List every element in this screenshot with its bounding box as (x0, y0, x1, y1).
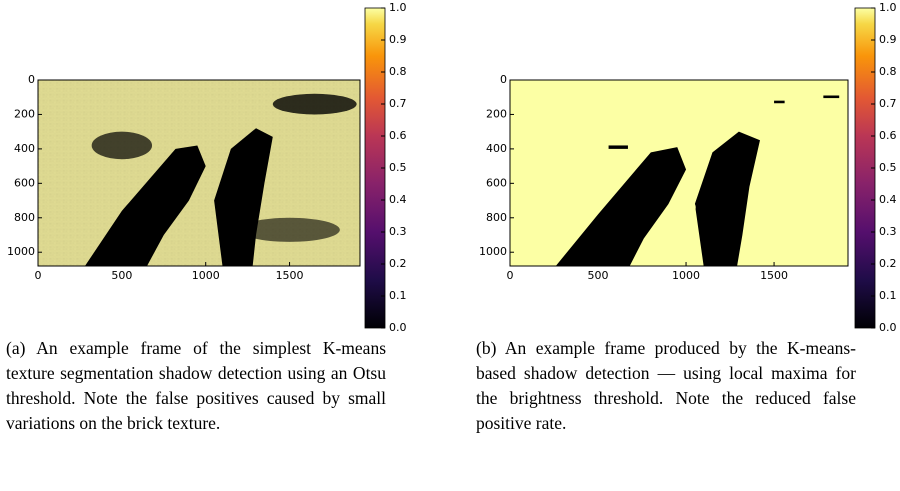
x-tick-label: 1500 (760, 269, 788, 282)
x-tick-label: 500 (588, 269, 609, 282)
y-tick-label: 600 (14, 176, 35, 189)
colorbar-tick-label: 0.1 (879, 289, 897, 302)
colorbar-tick-label: 0.4 (389, 193, 407, 206)
colorbar-tick-label: 0.6 (389, 129, 407, 142)
colorbar-tick-label: 0.6 (879, 129, 897, 142)
colorbar-tick-label: 0.1 (389, 289, 407, 302)
image-a (38, 80, 360, 266)
colorbar-tick-label: 0.5 (879, 161, 897, 174)
colorbar-tick-label: 0.0 (879, 321, 897, 334)
y-tick-label: 400 (486, 142, 507, 155)
colorbar-tick-label: 0.0 (389, 321, 407, 334)
y-tick-label: 600 (486, 176, 507, 189)
image-frame (37, 79, 361, 267)
colorbar-tick-label: 1.0 (389, 1, 407, 14)
colorbar-tick-label: 0.8 (879, 65, 897, 78)
y-tick-label: 800 (486, 211, 507, 224)
x-tick-label: 0 (35, 269, 42, 282)
colorbar-tick-label: 0.8 (389, 65, 407, 78)
x-tick-label: 0 (507, 269, 514, 282)
y-tick-label: 800 (14, 211, 35, 224)
colorbar-tick-label: 0.3 (879, 225, 897, 238)
colorbar-tick-label: 1.0 (879, 1, 897, 14)
x-tick-label: 1000 (192, 269, 220, 282)
y-tick-label: 0 (500, 73, 507, 86)
x-tick-label: 1000 (672, 269, 700, 282)
colorbar-tick-label: 0.4 (879, 193, 897, 206)
image-frame (509, 79, 849, 267)
y-tick-label: 400 (14, 142, 35, 155)
y-tick-label: 200 (486, 107, 507, 120)
caption: (b) An example frame produced by the K-m… (476, 338, 856, 433)
x-tick-label: 1500 (276, 269, 304, 282)
y-tick-label: 0 (28, 73, 35, 86)
y-tick-label: 1000 (7, 245, 35, 258)
caption: (a) An example frame of the simplest K-m… (6, 338, 386, 433)
colorbar-tick-label: 0.2 (389, 257, 407, 270)
colorbar-tick-label: 0.9 (389, 33, 407, 46)
colorbar-tick-label: 0.5 (389, 161, 407, 174)
colorbar-tick-label: 0.3 (389, 225, 407, 238)
colorbar-tick-label: 0.9 (879, 33, 897, 46)
y-tick-label: 1000 (479, 245, 507, 258)
colorbar-tick-label: 0.2 (879, 257, 897, 270)
x-tick-label: 500 (111, 269, 132, 282)
figure: 0 500 1000 1500 0 200 400 600 800 1000 0.0 0.1 0.2 0.… (7, 1, 897, 334)
colorbar-tick-label: 0.7 (879, 97, 897, 110)
colorbar-tick-label: 0.7 (389, 97, 407, 110)
y-tick-label: 200 (14, 107, 35, 120)
image-b (510, 80, 848, 266)
